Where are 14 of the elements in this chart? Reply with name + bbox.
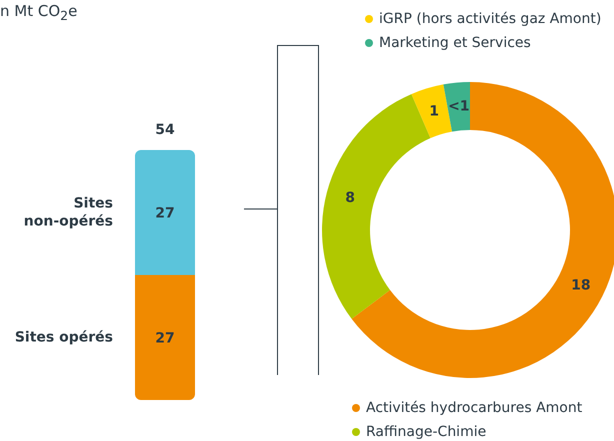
data-label: 27: [155, 330, 175, 346]
legend-label: iGRP (hors activités gaz Amont): [378, 10, 602, 29]
series-label: Sites non-opérés: [24, 196, 113, 230]
data-label: 18: [571, 277, 591, 294]
data-label: 27: [155, 205, 175, 222]
legend-label: Marketing et Services: [378, 34, 532, 53]
legend-label: Raffinage-Chimie: [365, 423, 488, 441]
legend-label: Activités hydrocarbures Amont: [365, 399, 582, 418]
data-label: <1: [448, 98, 470, 115]
total-label: 54: [155, 122, 175, 138]
chart-title: n Mt CO$_{2}$e: [0, 2, 78, 23]
data-label: 8: [345, 190, 356, 206]
data-label: 1: [429, 103, 439, 120]
series-label: Sites opérés: [14, 330, 113, 346]
